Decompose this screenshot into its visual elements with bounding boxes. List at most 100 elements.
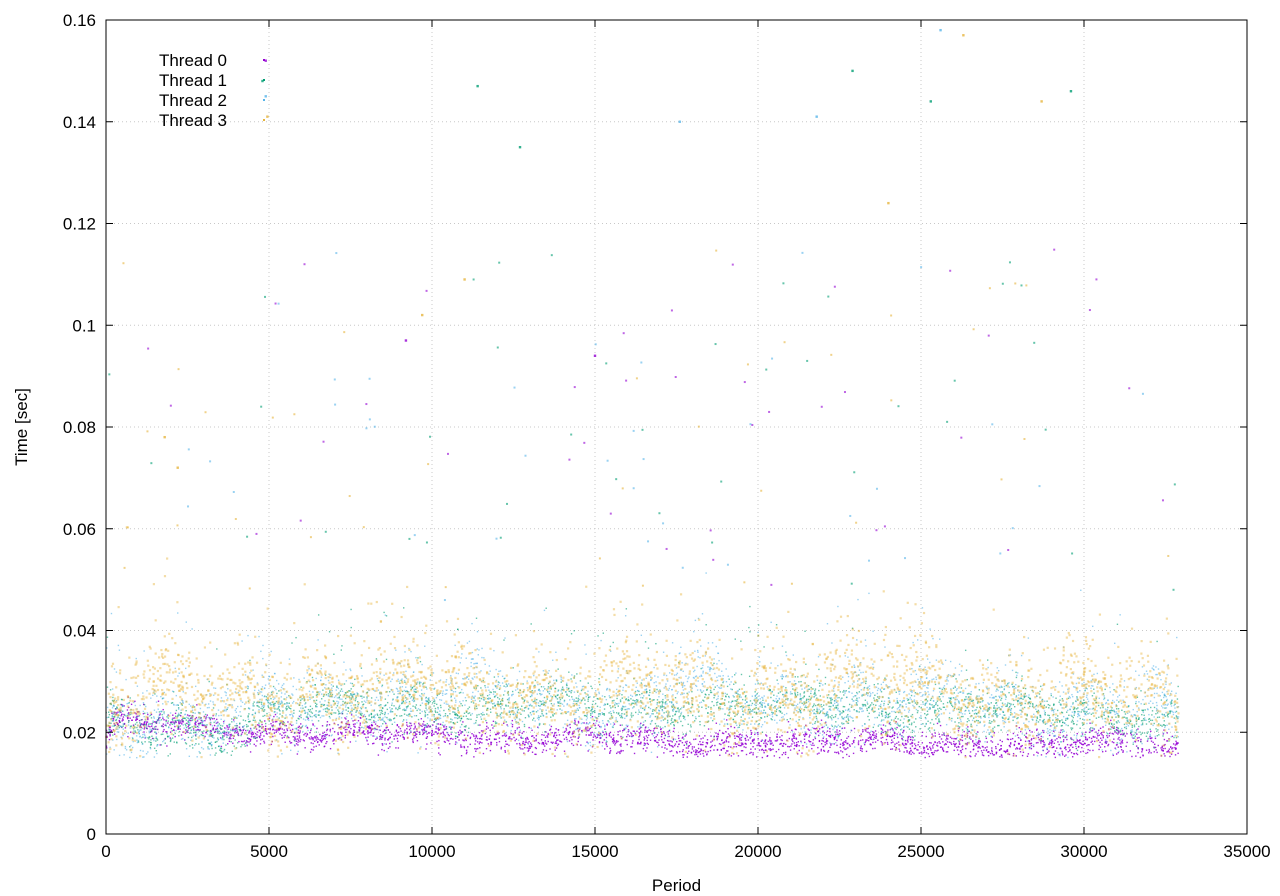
data-point <box>108 738 111 741</box>
data-point <box>367 736 369 738</box>
data-point <box>560 741 563 743</box>
data-point <box>678 737 680 740</box>
data-point <box>589 727 592 730</box>
data-point <box>852 720 854 722</box>
data-point <box>776 739 779 741</box>
data-point <box>478 713 480 716</box>
data-point <box>794 692 796 694</box>
data-point <box>877 725 880 727</box>
data-point <box>373 719 375 722</box>
data-point <box>171 730 173 732</box>
data-point <box>382 707 384 710</box>
data-point <box>945 751 948 753</box>
data-point <box>303 699 306 702</box>
data-point <box>862 730 864 733</box>
data-point <box>568 732 570 734</box>
data-point <box>248 738 250 740</box>
data-point <box>654 715 657 718</box>
data-point <box>523 699 526 701</box>
data-point <box>903 744 905 747</box>
data-point <box>626 743 628 746</box>
data-point <box>622 749 624 752</box>
data-point <box>860 747 862 749</box>
data-point <box>642 724 645 726</box>
data-point <box>344 717 346 719</box>
data-point <box>549 700 551 702</box>
data-point <box>591 746 594 748</box>
data-point <box>1007 702 1009 704</box>
data-point <box>1008 702 1011 705</box>
data-point <box>1061 719 1063 721</box>
data-point <box>111 711 113 713</box>
data-point <box>1012 703 1015 706</box>
data-point <box>699 740 701 743</box>
data-point <box>745 743 747 745</box>
data-point <box>713 704 715 707</box>
data-point <box>694 753 696 756</box>
data-point <box>119 721 122 723</box>
data-point <box>127 721 130 724</box>
data-point <box>378 725 380 728</box>
data-point <box>1074 743 1077 745</box>
data-point <box>683 744 685 746</box>
data-point <box>873 738 875 740</box>
data-point <box>223 733 226 735</box>
data-point <box>864 699 867 701</box>
data-point <box>596 736 599 739</box>
data-point <box>1119 730 1122 733</box>
data-point <box>619 700 622 703</box>
data-point <box>820 719 823 721</box>
data-point <box>596 720 598 722</box>
data-point <box>260 707 262 710</box>
data-point <box>167 720 169 722</box>
data-point <box>479 741 481 743</box>
data-point <box>762 699 764 701</box>
data-point <box>522 691 525 693</box>
data-point <box>313 746 315 748</box>
data-point <box>775 751 778 753</box>
data-point <box>504 733 506 735</box>
data-point <box>185 743 188 745</box>
data-point <box>1091 740 1093 742</box>
data-point <box>1000 729 1002 731</box>
data-point <box>524 746 526 749</box>
data-point <box>840 739 843 741</box>
data-point <box>1006 749 1009 751</box>
data-point <box>1170 746 1172 748</box>
data-point <box>1104 746 1106 748</box>
data-point <box>419 660 422 663</box>
data-point <box>396 724 399 726</box>
data-point <box>399 692 401 695</box>
data-point <box>640 726 643 728</box>
data-point <box>272 685 275 688</box>
data-point <box>786 731 789 733</box>
data-point <box>1048 707 1050 709</box>
data-point <box>205 726 208 728</box>
data-point <box>836 744 838 747</box>
data-point <box>326 729 328 732</box>
data-point <box>355 711 357 713</box>
data-point <box>512 667 514 669</box>
data-point <box>545 743 548 745</box>
data-point <box>607 720 609 722</box>
data-point <box>945 743 947 745</box>
data-point <box>761 756 764 759</box>
data-point <box>212 729 215 731</box>
data-point <box>130 708 132 711</box>
data-point <box>1158 734 1160 736</box>
data-point <box>398 705 401 708</box>
data-point <box>201 719 203 722</box>
data-point <box>739 744 741 747</box>
data-point <box>687 747 689 749</box>
data-point <box>258 722 260 724</box>
data-point <box>734 638 736 640</box>
data-point <box>801 752 803 754</box>
data-point <box>986 746 988 748</box>
data-point <box>174 732 176 735</box>
data-point <box>1163 720 1166 722</box>
data-point <box>311 712 314 714</box>
data-point <box>977 741 980 743</box>
data-point <box>123 705 125 707</box>
data-point <box>716 749 719 751</box>
data-point <box>896 736 899 739</box>
